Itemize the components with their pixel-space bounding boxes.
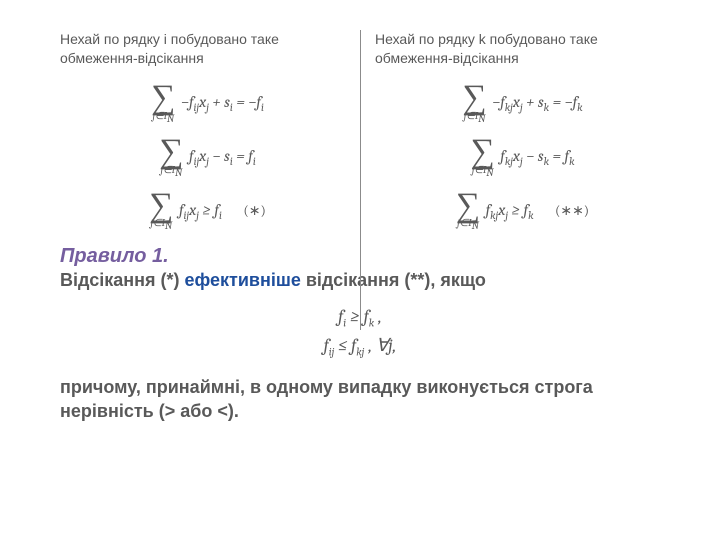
left-column: Нехай по рядку i побудовано таке обмежен… (60, 30, 355, 241)
right-eq3: ∑ j∈IN fkjxj ≥ fk (∗∗) (456, 192, 589, 232)
rule-line2: причому, принаймні, в одному випадку вик… (60, 375, 660, 424)
left-intro: Нехай по рядку i побудовано таке обмежен… (60, 30, 355, 68)
word-effective: ефективніше (184, 270, 300, 290)
right-column: Нехай по рядку k побудовано таке обмежен… (355, 30, 670, 241)
sum-symbol: ∑ j∈IN (151, 84, 175, 124)
left-equations: ∑ j∈IN −fijxj + si = −fi ∑ j∈IN fijxj − … (60, 80, 355, 242)
right-equations: ∑ j∈IN −fkjxj + sk = −fk ∑ j∈IN fkjxj − … (375, 80, 670, 242)
column-divider (360, 30, 361, 330)
left-eq1: ∑ j∈IN −fijxj + si = −fi (151, 84, 264, 124)
right-intro: Нехай по рядку k побудовано таке обмежен… (375, 30, 670, 68)
right-tag: (∗∗) (555, 202, 589, 219)
left-eq2: ∑ j∈IN fijxj − si = fi (159, 138, 256, 178)
left-tag: (∗) (243, 202, 265, 219)
left-eq3: ∑ j∈IN fijxj ≥ fi (∗) (149, 192, 266, 232)
right-eq2: ∑ j∈IN fkjxj − sk = fk (471, 138, 575, 178)
right-eq1: ∑ j∈IN −fkjxj + sk = −fk (462, 84, 582, 124)
